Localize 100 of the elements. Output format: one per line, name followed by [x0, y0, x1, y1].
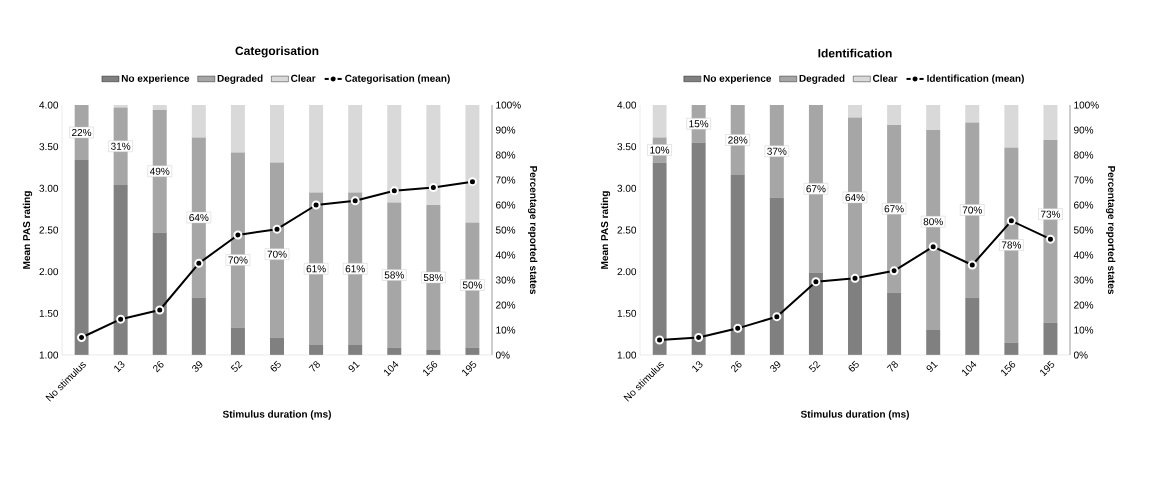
point [850, 273, 860, 283]
x-tick-label: 91 [348, 361, 360, 372]
bar [387, 347, 402, 355]
y2-tick-label: 40% [1073, 251, 1094, 259]
y2-tick-label: 20% [1074, 301, 1094, 309]
y-tick-label: 3.50 [39, 143, 59, 151]
y2-tick-label: 20% [496, 301, 516, 309]
data-label: 37% [767, 147, 787, 155]
y2-axis-title: Percentage reported states [527, 166, 538, 295]
bar [348, 345, 363, 355]
bar [113, 185, 128, 355]
y-tick-label: 1.00 [617, 351, 637, 359]
bar [309, 105, 324, 193]
y-tick-label: 2.50 [39, 226, 59, 234]
data-label: 22% [72, 128, 92, 137]
data-label: 31% [111, 142, 131, 150]
bar [769, 197, 784, 355]
y2-tick-label: 80% [495, 151, 516, 159]
bar [230, 327, 245, 355]
bar [652, 162, 667, 355]
bar [848, 105, 863, 118]
y2-tick-label: 0% [1073, 351, 1088, 359]
y-tick-label: 4.00 [617, 101, 637, 109]
y2-tick-label: 100% [1074, 101, 1099, 109]
point [889, 266, 899, 276]
x-tick-label: 195 [1040, 360, 1055, 377]
bar [152, 232, 167, 355]
point [194, 258, 204, 268]
y2-tick-label: 90% [1074, 126, 1094, 134]
data-label: 78% [1001, 241, 1022, 249]
y2-tick-label: 30% [495, 276, 516, 284]
point [389, 186, 399, 196]
bar [191, 105, 206, 138]
y2-tick-label: 100% [496, 101, 521, 109]
bar [926, 105, 941, 130]
point [694, 333, 704, 342]
legend-label: Clear [291, 74, 316, 82]
y-tick-label: 1.50 [617, 309, 637, 317]
x-tick-label: 65 [270, 360, 281, 372]
data-label: 49% [149, 167, 170, 175]
y-axis-title: Mean PAS rating [600, 191, 611, 269]
x-tick-label: 104 [384, 360, 399, 377]
bar [808, 272, 823, 355]
point [77, 333, 87, 342]
y2-tick-label: 40% [495, 251, 516, 259]
point [733, 323, 743, 333]
bar [270, 337, 284, 355]
point [272, 224, 282, 234]
bar [1043, 105, 1058, 140]
bar [887, 105, 902, 125]
bar [691, 142, 706, 355]
point [311, 200, 321, 210]
point [155, 305, 165, 315]
data-label: 10% [650, 146, 670, 154]
x-axis-title: Stimulus duration (ms) [222, 410, 331, 420]
chart-title: Categorisation [235, 46, 319, 58]
data-label: 70% [228, 256, 248, 264]
y2-tick-label: 90% [496, 126, 516, 134]
x-tick-label: 52 [230, 361, 243, 372]
bar [965, 297, 980, 355]
y2-tick-label: 70% [1074, 176, 1094, 184]
x-axis-title: Stimulus duration (ms) [800, 410, 909, 420]
point [967, 260, 977, 270]
bar [74, 160, 89, 355]
x-tick-label: 195 [462, 360, 477, 377]
y2-tick-label: 60% [496, 201, 516, 209]
x-tick-label: 156 [423, 361, 438, 377]
bar [1043, 322, 1058, 355]
x-tick-label: 39 [192, 361, 203, 372]
bar [965, 122, 980, 298]
x-tick-label: 156 [1001, 361, 1016, 377]
bar [1043, 140, 1058, 323]
point [928, 242, 938, 252]
point [1006, 216, 1016, 226]
bar [465, 222, 480, 348]
bar [652, 105, 667, 138]
y-tick-label: 3.50 [617, 143, 637, 151]
x-tick-label: 78 [886, 361, 898, 372]
y2-tick-label: 80% [1073, 151, 1094, 159]
y-tick-label: 2.50 [617, 226, 637, 234]
y2-tick-label: 0% [495, 351, 510, 359]
legend-label: Degraded [799, 74, 845, 84]
bar [965, 105, 980, 123]
data-label: 70% [962, 206, 982, 214]
y-tick-label: 4.00 [39, 101, 59, 109]
data-label: 67% [884, 205, 904, 213]
point [772, 312, 782, 322]
data-label: 50% [462, 281, 483, 289]
x-tick-label: 78 [308, 361, 320, 372]
bar [191, 297, 206, 355]
y-tick-label: 2.00 [39, 268, 59, 276]
bar [887, 292, 902, 355]
y-tick-label: 1.50 [39, 309, 59, 317]
bar [465, 347, 480, 355]
point [811, 277, 821, 287]
y2-axis-title: Percentage reported states [1105, 166, 1116, 295]
bar [270, 105, 284, 163]
point [467, 177, 477, 187]
point [116, 314, 126, 324]
bar [387, 105, 402, 203]
